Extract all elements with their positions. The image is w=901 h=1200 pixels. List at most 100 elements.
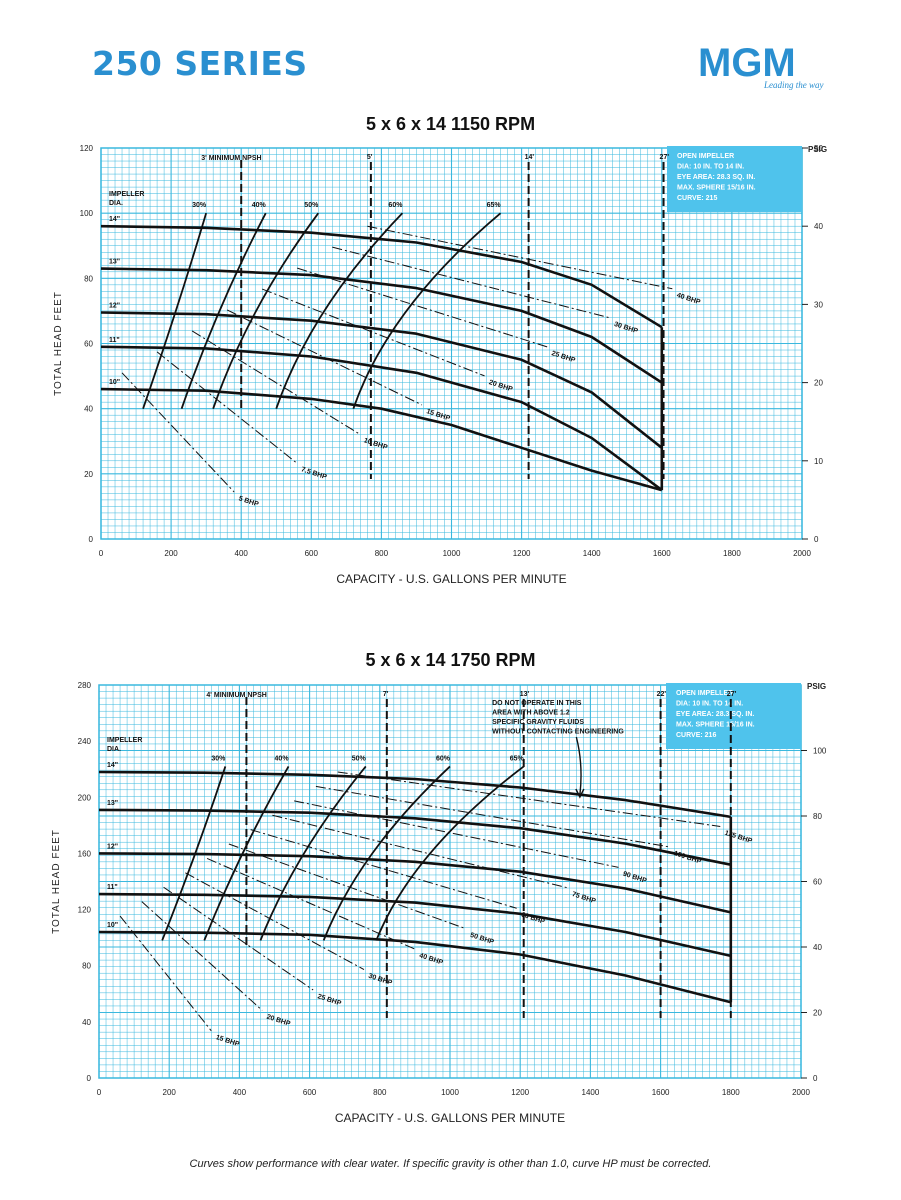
- impeller-curve-10: [98, 930, 732, 1004]
- y2-tick-label: 60: [813, 878, 822, 887]
- y2-tick-label: 0: [813, 1074, 818, 1083]
- x-tick-label: 1600: [652, 1088, 670, 1097]
- y2-tick-label: 40: [814, 222, 823, 231]
- x-tick-label: 1800: [723, 549, 741, 558]
- y-tick-label: 40: [84, 405, 93, 414]
- bhp-line: [367, 225, 673, 290]
- bhp-label: 25 BHP: [316, 993, 342, 1007]
- efficiency-curve: [212, 212, 320, 409]
- impeller-curve-13: [100, 267, 663, 384]
- npsh-value-label: 27': [727, 691, 737, 698]
- chart-1150-rpm: 0 200 400 600 800 1000 1200 1400 1600 1800 2000020…: [53, 144, 827, 586]
- efficiency-label: 60%: [436, 755, 451, 762]
- bhp-line: [297, 267, 548, 348]
- info-box: [666, 683, 801, 749]
- bhp-line: [156, 351, 298, 464]
- chart-1750-rpm: 0 200 400 600 800 1000 1200 1400 1600 1800 2000040…: [51, 681, 827, 1125]
- bhp-line: [185, 872, 365, 970]
- efficiency-label: 50%: [304, 202, 319, 209]
- info-box: [667, 146, 802, 212]
- warning-note-line: SPECIFIC GRAVITY FLUIDS: [492, 719, 584, 726]
- bhp-line: [272, 814, 568, 889]
- info-box-line: DIA: 10 IN. TO 14 IN.: [677, 164, 744, 171]
- npsh-value-label: 22': [657, 691, 667, 698]
- x-tick-label: 1600: [653, 549, 671, 558]
- bhp-line: [294, 800, 619, 868]
- npsh-value-label: 7': [383, 691, 389, 698]
- efficiency-curve: [142, 212, 208, 409]
- y-tick-label: 200: [78, 793, 92, 802]
- chart-title-1150: 5 x 6 x 14 1150 RPM: [365, 114, 536, 134]
- efficiency-label: 40%: [275, 755, 290, 762]
- y2-tick-label: 20: [813, 1009, 822, 1018]
- y2-tick-label: 30: [814, 300, 823, 309]
- x-tick-label: 400: [235, 549, 249, 558]
- npsh-value-label: 5': [367, 154, 373, 161]
- y-tick-label: 0: [89, 535, 94, 544]
- y2-tick-label: 80: [813, 812, 822, 821]
- efficiency-label: 30%: [211, 755, 226, 762]
- y2-tick-label: 10: [814, 457, 823, 466]
- bhp-label: 75 BHP: [571, 891, 597, 905]
- x-tick-label: 1000: [443, 549, 461, 558]
- x-axis-label: CAPACITY - U.S. GALLONS PER MINUTE: [336, 572, 566, 586]
- x-tick-label: 1000: [441, 1088, 459, 1097]
- bhp-line: [121, 372, 235, 493]
- impeller-label: DIA.: [107, 746, 121, 753]
- npsh-value-label: 13': [520, 691, 530, 698]
- plot-border: [100, 147, 803, 540]
- x-tick-label: 1200: [511, 1088, 529, 1097]
- bhp-line: [141, 901, 263, 1011]
- info-box-line: CURVE: 216: [676, 732, 716, 739]
- impeller-curve-11: [100, 345, 663, 492]
- efficiency-label: 30%: [192, 202, 207, 209]
- bhp-line: [119, 915, 212, 1032]
- y2-axis-label: PSIG: [808, 145, 827, 154]
- impeller-curve-label: 13": [107, 800, 118, 807]
- impeller-curve-13: [98, 808, 732, 866]
- x-tick-label: 0: [99, 549, 104, 558]
- npsh-value-label: 27': [660, 154, 670, 161]
- efficiency-curve: [352, 212, 502, 409]
- x-axis-label: CAPACITY - U.S. GALLONS PER MINUTE: [335, 1111, 565, 1125]
- bhp-line: [163, 886, 314, 991]
- efficiency-label: 40%: [252, 202, 267, 209]
- bhp-label: 30 BHP: [613, 321, 639, 335]
- efficiency-curve: [203, 765, 290, 941]
- logo-tagline: Leading the way: [764, 80, 824, 90]
- efficiency-curve: [375, 765, 525, 941]
- efficiency-label: 65%: [510, 755, 525, 762]
- impeller-label: DIA.: [109, 200, 123, 207]
- y2-tick-label: 0: [814, 535, 819, 544]
- impeller-curve-10: [100, 387, 663, 492]
- mgm-logo: MGM: [698, 41, 796, 85]
- x-tick-label: 400: [233, 1088, 247, 1097]
- x-tick-label: 600: [303, 1088, 317, 1097]
- info-box-line: CURVE: 215: [677, 195, 717, 202]
- impeller-curve-label: 14": [109, 216, 120, 223]
- bhp-line: [337, 771, 721, 827]
- y-tick-label: 80: [82, 962, 91, 971]
- impeller-label: IMPELLER: [109, 191, 144, 198]
- x-tick-label: 0: [97, 1088, 102, 1097]
- y-tick-label: 60: [84, 340, 93, 349]
- bhp-label: 125 BHP: [724, 830, 753, 846]
- bhp-label: 10 BHP: [363, 437, 389, 451]
- impeller-curve-label: 11": [109, 337, 120, 344]
- info-box-line: MAX. SPHERE 15/16 IN.: [676, 722, 755, 729]
- bhp-line: [315, 785, 670, 848]
- y2-tick-label: 50: [814, 144, 823, 153]
- impeller-curve-label: 11": [107, 884, 118, 891]
- x-tick-label: 2000: [792, 1088, 810, 1097]
- series-title: 250 SERIES: [92, 44, 308, 83]
- footnote: Curves show performance with clear water…: [189, 1158, 712, 1170]
- warning-note-line: WITHOUT CONTACTING ENGINEERING: [492, 729, 624, 736]
- impeller-curve-label: 14": [107, 762, 118, 769]
- impeller-curve-label: 10": [107, 922, 118, 929]
- npsh-label: 3' MINIMUM NPSH: [201, 155, 261, 162]
- x-tick-label: 600: [305, 549, 319, 558]
- x-tick-label: 2000: [793, 549, 811, 558]
- y-tick-label: 80: [84, 274, 93, 283]
- y2-axis-label: PSIG: [807, 682, 826, 691]
- x-tick-label: 1400: [583, 549, 601, 558]
